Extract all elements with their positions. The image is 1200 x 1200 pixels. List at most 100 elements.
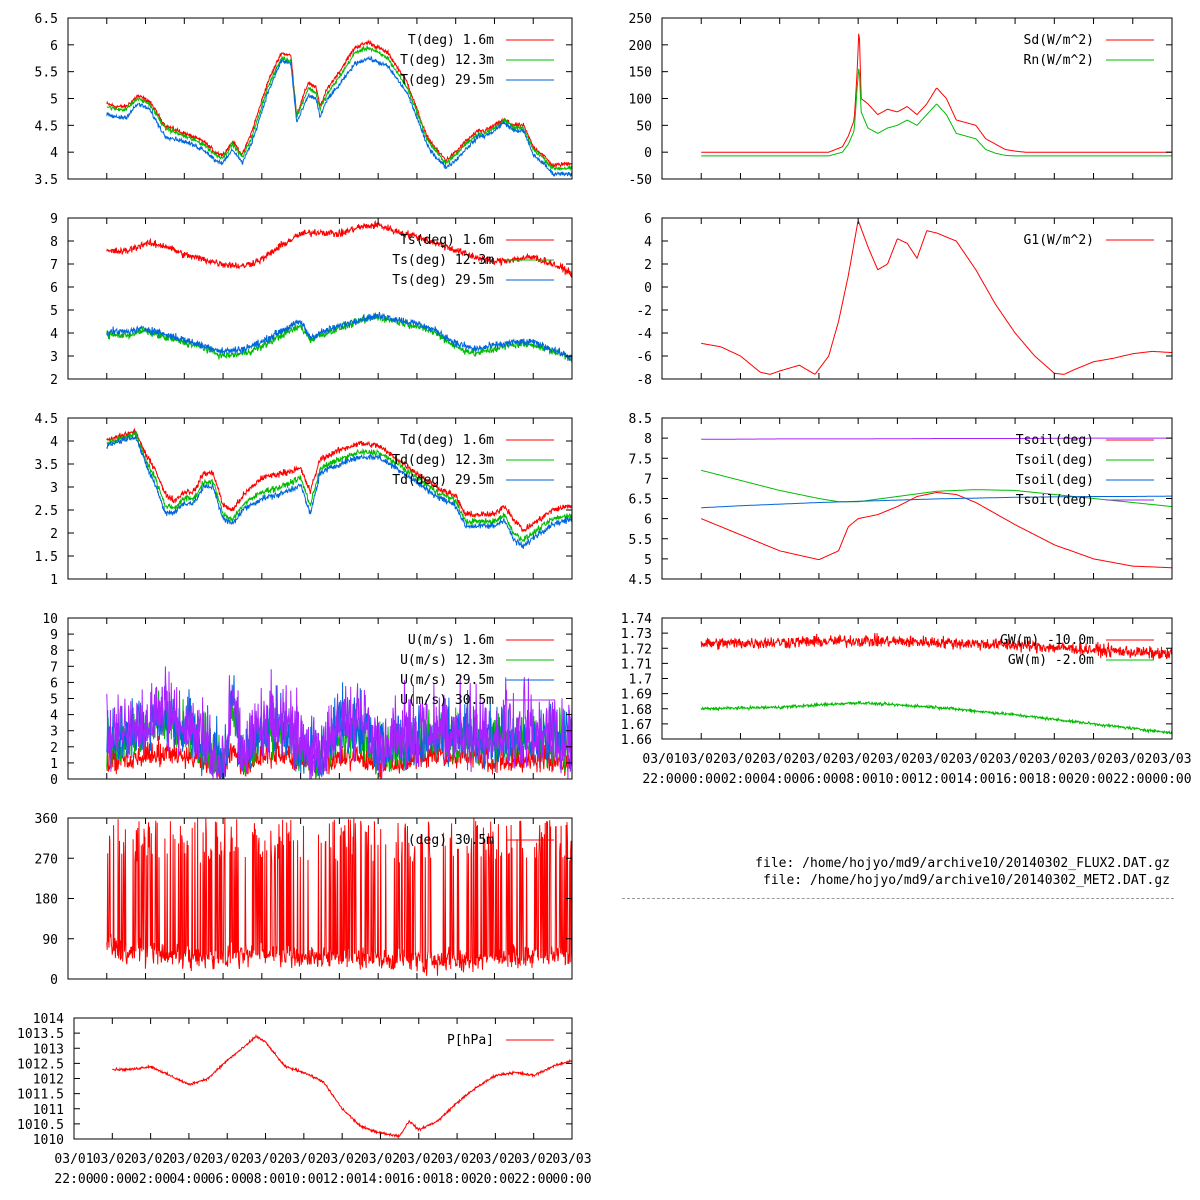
x-tick-label-date: 03/02 xyxy=(169,1152,208,1167)
legend-label: GW(m) -10.0m xyxy=(1000,633,1094,648)
legend-label: Rn(W/m^2) xyxy=(1024,53,1094,68)
x-tick-label-time: 08:00 xyxy=(839,772,878,787)
x-tick-label-time: 18:00 xyxy=(1035,772,1074,787)
series-line-ts-0 xyxy=(106,220,572,278)
y-tick-label: 2 xyxy=(50,527,58,542)
legend-label: T(deg) 12.3m xyxy=(400,53,494,68)
y-tick-label: 1014 xyxy=(33,1012,64,1027)
series-line-tsoil-1 xyxy=(701,469,1172,508)
series-line-tsoil-0 xyxy=(700,492,1172,569)
plot-frame xyxy=(67,417,573,580)
series-line-td-1 xyxy=(106,430,572,543)
plot-frame xyxy=(661,17,1173,180)
y-tick-label: 5 xyxy=(50,93,58,108)
legend-label: Tsoil(deg) xyxy=(1016,473,1094,488)
y-tick-label: 0 xyxy=(644,146,652,161)
y-tick-label: 4 xyxy=(50,709,58,724)
series-line-td-2 xyxy=(106,434,572,549)
series-group xyxy=(701,33,1172,157)
x-tick-label-time: 18:00 xyxy=(438,1172,477,1187)
x-tick-label-time: 22:00 xyxy=(1113,772,1152,787)
x-tick-label-date: 03/02 xyxy=(682,752,721,767)
x-tick-label-date: 03/02 xyxy=(284,1152,323,1167)
y-tick-label: 200 xyxy=(629,39,652,54)
y-tick-label: -2 xyxy=(636,304,652,319)
series-group xyxy=(111,1033,572,1139)
legend-label: Tsoil(deg) xyxy=(1016,433,1094,448)
y-tick-label: 1.5 xyxy=(35,550,58,565)
legend-label: Tsoil(deg) xyxy=(1016,493,1094,508)
legend-label: (deg) 30.5m xyxy=(408,833,494,848)
panel-td: 1 1.5 2 2.5 3 3.5 4 4.5 Td(deg) 1.6m Td(deg) 12.3… xyxy=(35,412,573,588)
x-tick-label-date: 03/01 xyxy=(642,752,681,767)
y-tick-label: 1 xyxy=(50,757,58,772)
series-line-t-2 xyxy=(106,55,572,178)
series-group xyxy=(106,39,572,178)
x-tick-label-time: 20:00 xyxy=(476,1172,515,1187)
series-line-wd-0 xyxy=(106,818,572,976)
y-tick-label: 4.5 xyxy=(35,412,58,427)
y-tick-label: 7 xyxy=(644,472,652,487)
x-tick-label-date: 03/02 xyxy=(246,1152,285,1167)
file-path-flux: file: /home/hojyo/md9/archive10/20140302… xyxy=(755,856,1170,871)
series-group xyxy=(700,633,1172,735)
y-tick-label: 1011.5 xyxy=(17,1088,64,1103)
y-tick-label: 6 xyxy=(644,513,652,528)
y-tick-label: 180 xyxy=(35,893,58,908)
series-line-sd-1 xyxy=(701,68,1172,157)
panel-gw: 03/0122:0003/0200:0003/0202:0003/0204:00… xyxy=(621,612,1192,787)
x-tick-label-date: 03/02 xyxy=(917,752,956,767)
x-tick-label-time: 06:00 xyxy=(799,772,838,787)
x-tick-label-time: 14:00 xyxy=(361,1172,400,1187)
plot-frame xyxy=(661,617,1173,740)
x-tick-label-time: 10:00 xyxy=(878,772,917,787)
series-line-ts-1 xyxy=(106,314,572,363)
y-tick-label: 7 xyxy=(50,660,58,675)
legend-label: T(deg) 29.5m xyxy=(400,73,494,88)
y-tick-label: 1.74 xyxy=(621,612,652,627)
x-tick-label-date: 03/02 xyxy=(438,1152,477,1167)
y-tick-label: 1.67 xyxy=(621,718,652,733)
y-tick-label: 0 xyxy=(644,281,652,296)
y-tick-label: 1010.5 xyxy=(17,1118,64,1133)
y-tick-label: 5 xyxy=(50,304,58,319)
legend-label: G1(W/m^2) xyxy=(1024,233,1094,248)
panel-ts: 2 3 4 5 6 7 8 9 Ts(deg) 1.6m Ts(deg) 12.3m Ts(deg)… xyxy=(50,212,573,388)
series-group xyxy=(106,818,572,976)
x-tick-label-date: 03/02 xyxy=(323,1152,362,1167)
y-tick-label: 2 xyxy=(50,741,58,756)
series-line-t-1 xyxy=(106,44,572,172)
series-line-tsoil-2 xyxy=(701,495,1172,509)
x-tick-label-time: 22:00 xyxy=(642,772,681,787)
panel-p: 03/0122:0003/0200:0003/0202:0003/0204:00… xyxy=(17,1012,592,1187)
file-list: file: /home/hojyo/md9/archive10/20140302… xyxy=(600,855,1170,889)
panel-g1: -8 -6 -4 -2 0 2 4 6 G1(W/m^2) xyxy=(636,212,1173,388)
y-tick-label: 8 xyxy=(50,644,58,659)
y-tick-label: 2 xyxy=(50,373,58,388)
x-tick-label-time: 02:00 xyxy=(131,1172,170,1187)
y-tick-label: 8.5 xyxy=(629,412,652,427)
y-tick-label: 3.5 xyxy=(35,458,58,473)
x-tick-label-date: 03/03 xyxy=(552,1152,591,1167)
series-group xyxy=(106,666,572,779)
series-line-t-0 xyxy=(106,39,572,169)
y-tick-label: 6.5 xyxy=(35,12,58,27)
y-tick-label: 9 xyxy=(50,212,58,227)
legend-label: Ts(deg) 29.5m xyxy=(392,273,494,288)
y-tick-label: 1.71 xyxy=(621,657,652,672)
y-tick-label: 5 xyxy=(644,553,652,568)
y-tick-label: 4 xyxy=(50,327,58,342)
y-tick-label: 4 xyxy=(50,146,58,161)
x-tick-label-time: 08:00 xyxy=(246,1172,285,1187)
y-tick-label: 8 xyxy=(644,432,652,447)
legend-label: P[hPa] xyxy=(447,1033,494,1048)
series-line-u-3 xyxy=(106,666,572,779)
series-line-u-0 xyxy=(106,732,572,779)
legend-label: Td(deg) 1.6m xyxy=(400,433,494,448)
series-group xyxy=(106,428,572,549)
x-tick-label-time: 14:00 xyxy=(956,772,995,787)
x-tick-label-date: 03/02 xyxy=(361,1152,400,1167)
x-tick-label-date: 03/02 xyxy=(208,1152,247,1167)
x-tick-label-date: 03/03 xyxy=(1152,752,1191,767)
